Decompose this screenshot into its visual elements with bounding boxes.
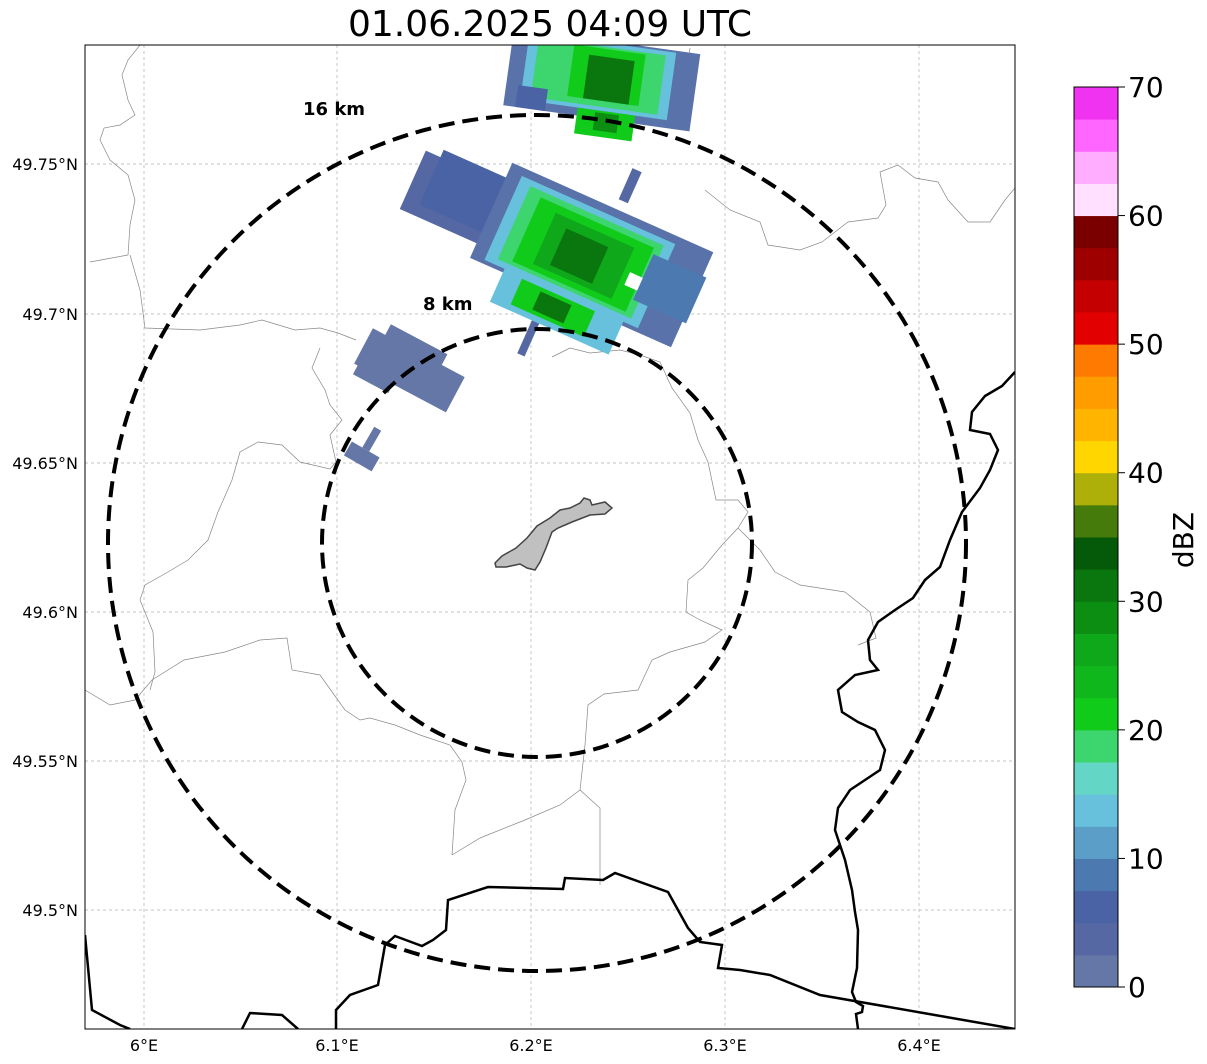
border-southwest bbox=[240, 1011, 299, 1029]
colorbar-segment bbox=[1074, 826, 1118, 859]
lon-tick-label: 6.1°E bbox=[315, 1036, 359, 1055]
colorbar-segment bbox=[1074, 215, 1118, 249]
map-frame bbox=[84, 44, 1016, 1030]
colorbar-frame bbox=[1073, 86, 1119, 988]
lon-tick-label: 6.4°E bbox=[897, 1036, 941, 1055]
colorbar-tick-label: 50 bbox=[1128, 328, 1164, 361]
colorbar-segment bbox=[1074, 601, 1118, 634]
lat-tick-label: 49.6°N bbox=[22, 603, 78, 622]
range-ring-16km bbox=[106, 113, 968, 973]
colorbar-segment bbox=[1074, 440, 1118, 474]
lat-tick-label: 49.5°N bbox=[22, 901, 78, 920]
colorbar-segment bbox=[1074, 376, 1118, 409]
colorbar-label: dBZ bbox=[1167, 512, 1200, 568]
colorbar-segment bbox=[1074, 119, 1118, 152]
colorbar-segment bbox=[1074, 697, 1118, 731]
colorbar-tick-label: 40 bbox=[1128, 457, 1164, 490]
lat-tick-labels: 49.75°N 49.7°N 49.65°N 49.6°N 49.55°N 49… bbox=[12, 155, 78, 920]
colorbar-segment bbox=[1074, 151, 1118, 184]
range-ring-8km bbox=[320, 327, 754, 759]
country-borders bbox=[85, 371, 1015, 1029]
range-ring-label-8km: 8 km bbox=[423, 294, 473, 315]
commune-boundaries bbox=[85, 45, 1015, 885]
colorbar-segment bbox=[1074, 665, 1118, 699]
border-east bbox=[833, 371, 1015, 1029]
colorbar-segment bbox=[1074, 537, 1118, 570]
border-west bbox=[85, 934, 131, 1029]
colorbar-tick-label: 30 bbox=[1128, 585, 1164, 618]
colorbar-tick-label: 60 bbox=[1128, 200, 1164, 233]
echo-cluster-north bbox=[503, 45, 701, 142]
airport-polygon bbox=[494, 497, 614, 571]
colorbar-segment bbox=[1074, 408, 1118, 442]
colorbar-tick-label: 10 bbox=[1128, 842, 1164, 875]
colorbar-segment bbox=[1074, 87, 1118, 120]
range-rings bbox=[106, 113, 968, 973]
colorbar-segment bbox=[1074, 472, 1118, 506]
colorbar-segment bbox=[1074, 794, 1118, 827]
map-area: 16 km 8 km bbox=[85, 45, 1015, 1029]
lat-tick-label: 49.65°N bbox=[12, 454, 78, 473]
colorbar-tick-label: 20 bbox=[1128, 714, 1164, 747]
colorbar-segment bbox=[1074, 890, 1118, 924]
colorbar-segment bbox=[1074, 312, 1118, 345]
lat-tick-label: 49.55°N bbox=[12, 752, 78, 771]
lon-tick-label: 6°E bbox=[130, 1036, 158, 1055]
range-ring-label-16km: 16 km bbox=[303, 99, 365, 120]
radar-echoes bbox=[343, 45, 714, 472]
colorbar-segment bbox=[1074, 247, 1118, 281]
colorbar-ticks: 0 10 20 30 40 50 60 70 bbox=[1118, 71, 1164, 1004]
echo-cluster-main bbox=[399, 149, 714, 357]
colorbar-segment bbox=[1074, 954, 1118, 988]
colorbar-segment bbox=[1074, 858, 1118, 892]
lon-tick-label: 6.3°E bbox=[703, 1036, 747, 1055]
map-title: 01.06.2025 04:09 UTC bbox=[347, 4, 753, 45]
colorbar-segment bbox=[1074, 569, 1118, 602]
colorbar-segment bbox=[1074, 183, 1118, 217]
colorbar-segment bbox=[1074, 344, 1118, 377]
colorbar-segments bbox=[1074, 87, 1118, 988]
lon-tick-labels: 6°E 6.1°E 6.2°E 6.3°E 6.4°E bbox=[130, 1036, 941, 1055]
colorbar-tick-label: 0 bbox=[1128, 971, 1146, 1004]
colorbar-segment bbox=[1074, 279, 1118, 313]
lat-tick-label: 49.7°N bbox=[22, 305, 78, 324]
lon-tick-label: 6.2°E bbox=[509, 1036, 553, 1055]
colorbar-segment bbox=[1074, 762, 1118, 795]
lat-tick-label: 49.75°N bbox=[12, 155, 78, 174]
colorbar-segment bbox=[1074, 729, 1118, 763]
colorbar-segment bbox=[1074, 633, 1118, 667]
echo-cluster-small bbox=[343, 426, 382, 472]
border-south bbox=[334, 871, 1015, 1029]
colorbar-tick-label: 70 bbox=[1128, 71, 1164, 104]
colorbar: 0 10 20 30 40 50 60 70 dBZ bbox=[1073, 71, 1200, 1004]
colorbar-segment bbox=[1074, 504, 1118, 538]
colorbar-segment bbox=[1074, 922, 1118, 956]
